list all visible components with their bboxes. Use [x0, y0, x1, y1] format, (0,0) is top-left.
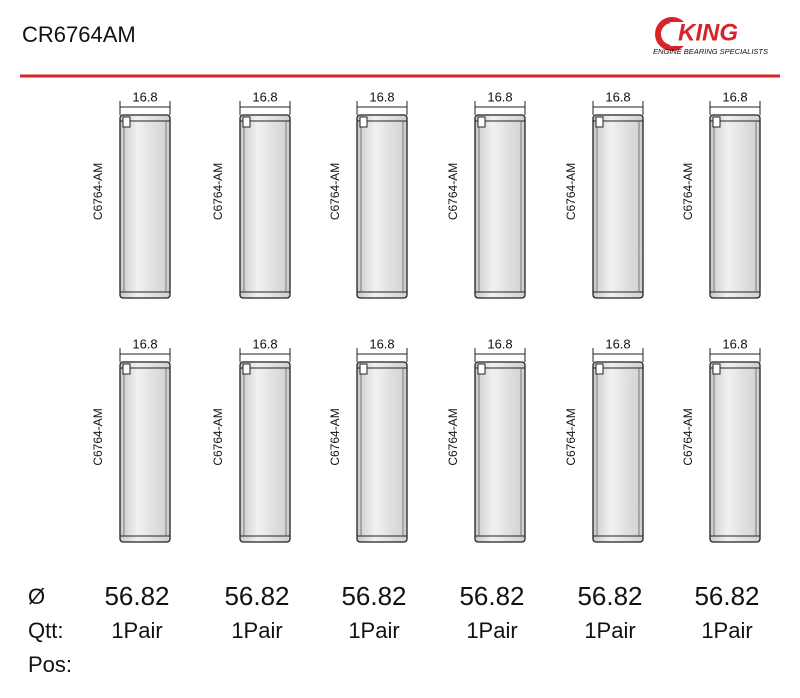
- spec-value: 56.82: [341, 581, 406, 611]
- spec-value: 56.82: [577, 581, 642, 611]
- locating-tab: [712, 363, 721, 375]
- part-code: C6764-AM: [91, 408, 105, 465]
- part-code: C6764-AM: [681, 163, 695, 220]
- part-code: C6764-AM: [681, 408, 695, 465]
- logo-text: KING: [678, 19, 738, 46]
- width-label: 16.8: [605, 336, 630, 351]
- bearing-shell: [592, 361, 644, 543]
- spec-value: 1Pair: [466, 618, 517, 643]
- spec-value: 56.82: [104, 581, 169, 611]
- bearing: 16.8 C6764-AM: [211, 336, 291, 543]
- bearing-shell: [474, 114, 526, 299]
- bearing-shell: [239, 361, 291, 543]
- width-label: 16.8: [605, 89, 630, 104]
- locating-tab: [122, 363, 131, 375]
- width-label: 16.8: [132, 89, 157, 104]
- spec-label: Qtt:: [28, 618, 63, 643]
- bearing-shell: [239, 114, 291, 299]
- locating-tab: [712, 116, 721, 128]
- part-title: CR6764AM: [22, 22, 136, 47]
- bearing: 16.8 C6764-AM: [328, 89, 408, 299]
- bearing: 16.8 C6764-AM: [446, 336, 526, 543]
- spec-value: 1Pair: [348, 618, 399, 643]
- part-code: C6764-AM: [446, 408, 460, 465]
- bearing-shell: [119, 114, 171, 299]
- bearing-shell: [592, 114, 644, 299]
- locating-tab: [595, 116, 604, 128]
- bearing-shell: [356, 114, 408, 299]
- spec-value: 1Pair: [231, 618, 282, 643]
- width-label: 16.8: [252, 336, 277, 351]
- locating-tab: [122, 116, 131, 128]
- locating-tab: [595, 363, 604, 375]
- bearing: 16.8 C6764-AM: [681, 336, 761, 543]
- bearing-shell: [709, 114, 761, 299]
- locating-tab: [477, 116, 486, 128]
- spec-label: Pos:: [28, 652, 72, 677]
- part-code: C6764-AM: [211, 163, 225, 220]
- bearing: 16.8 C6764-AM: [211, 89, 291, 299]
- bearing-shell: [119, 361, 171, 543]
- part-code: C6764-AM: [91, 163, 105, 220]
- bearing: 16.8 C6764-AM: [91, 336, 171, 543]
- spec-value: 1Pair: [584, 618, 635, 643]
- locating-tab: [242, 363, 251, 375]
- bearing: 16.8 C6764-AM: [328, 336, 408, 543]
- width-label: 16.8: [487, 336, 512, 351]
- part-code: C6764-AM: [328, 163, 342, 220]
- locating-tab: [359, 116, 368, 128]
- locating-tab: [242, 116, 251, 128]
- part-code: C6764-AM: [564, 408, 578, 465]
- part-code: C6764-AM: [328, 408, 342, 465]
- spec-value: 56.82: [459, 581, 524, 611]
- logo-tagline: ENGINE BEARING SPECIALISTS: [653, 47, 768, 56]
- locating-tab: [477, 363, 486, 375]
- width-label: 16.8: [132, 336, 157, 351]
- spec-value: 1Pair: [701, 618, 752, 643]
- width-label: 16.8: [487, 89, 512, 104]
- spec-value: 1Pair: [111, 618, 162, 643]
- spec-value: 56.82: [224, 581, 289, 611]
- width-label: 16.8: [369, 336, 394, 351]
- part-code: C6764-AM: [446, 163, 460, 220]
- spec-label: Ø: [28, 584, 45, 609]
- width-label: 16.8: [369, 89, 394, 104]
- bearing: 16.8 C6764-AM: [681, 89, 761, 299]
- spec-value: 56.82: [694, 581, 759, 611]
- part-code: C6764-AM: [564, 163, 578, 220]
- bearing-shell: [356, 361, 408, 543]
- bearing: 16.8 C6764-AM: [446, 89, 526, 299]
- bearing: 16.8 C6764-AM: [564, 89, 644, 299]
- bearing-shell: [709, 361, 761, 543]
- bearing-shell: [474, 361, 526, 543]
- bearing: 16.8 C6764-AM: [564, 336, 644, 543]
- locating-tab: [359, 363, 368, 375]
- width-label: 16.8: [252, 89, 277, 104]
- width-label: 16.8: [722, 336, 747, 351]
- part-code: C6764-AM: [211, 408, 225, 465]
- bearing: 16.8 C6764-AM: [91, 89, 171, 299]
- width-label: 16.8: [722, 89, 747, 104]
- logo: KING ENGINE BEARING SPECIALISTS: [653, 17, 768, 56]
